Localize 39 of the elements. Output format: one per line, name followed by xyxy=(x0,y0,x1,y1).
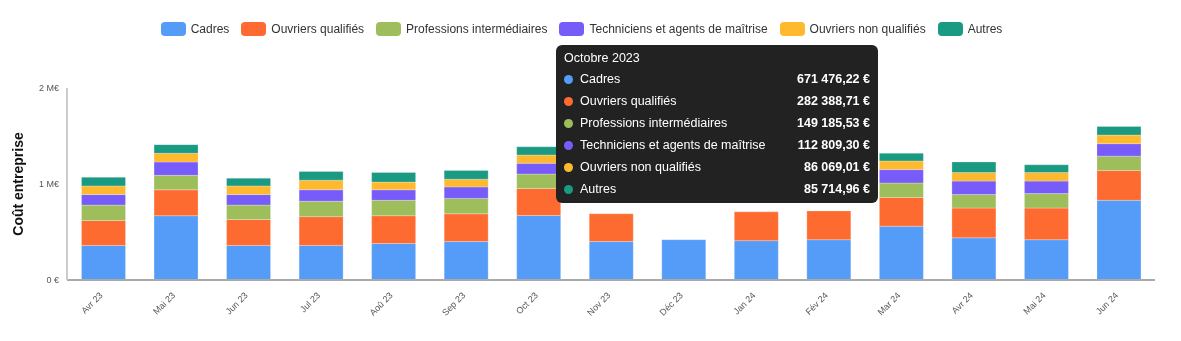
x-tick-label: Mar 24 xyxy=(875,290,903,318)
text: Autres xyxy=(967,22,1003,36)
x-tick-label: Sep 23 xyxy=(440,290,468,318)
legend-label: Techniciens et agents de maîtrise xyxy=(580,138,767,152)
x-tick-label: Avr 23 xyxy=(79,290,105,316)
x-tick-label: Mai 23 xyxy=(151,290,178,317)
x-tick-label: Aoû 23 xyxy=(367,290,395,318)
legend-label: Autres xyxy=(580,182,618,196)
legend-label: Ouvriers qualifiés xyxy=(580,94,678,108)
text: 671 476,22 € xyxy=(797,72,870,86)
x-tick-label: Mai 24 xyxy=(1021,290,1048,317)
annotation: 149 185,53 € xyxy=(797,116,870,130)
annotation: 282 388,71 € xyxy=(797,94,870,108)
x-tick-label: Fév 24 xyxy=(803,290,831,317)
x-tick-label: Jan 24 xyxy=(731,290,758,317)
legend-label: Ouvriers non qualifiés xyxy=(580,160,702,174)
text: Octobre 2023 xyxy=(564,50,641,67)
text: Techniciens et agents de maîtrise xyxy=(589,22,768,36)
x-tick-label: Avr 24 xyxy=(949,290,976,316)
text: Cadres xyxy=(190,22,230,36)
y-axis-title: Coût entreprise xyxy=(10,132,26,236)
y-tick-label: 0 € xyxy=(46,275,59,286)
legend-label: Professions intermédiaires xyxy=(580,116,729,130)
annotation: 85 714,96 € xyxy=(803,182,870,196)
x-tick-label: Jun 24 xyxy=(1093,290,1121,317)
y-tick-label: 1 M€ xyxy=(38,179,59,190)
x-tick-label: Nov 23 xyxy=(585,290,613,318)
x-tick-label: Jun 23 xyxy=(223,290,250,317)
x-tick-label: Oct 23 xyxy=(514,290,540,317)
text: Ouvriers non qualifiés xyxy=(809,22,926,36)
bar xyxy=(661,239,707,280)
text: Professions intermédiaires xyxy=(406,22,548,36)
text: Ouvriers qualifiés xyxy=(271,22,365,36)
legend-label: Cadres xyxy=(580,72,622,86)
x-tick-label: Déc 23 xyxy=(657,290,685,318)
annotation: 112 809,30 € xyxy=(797,138,870,152)
x-tick-label: Jul 23 xyxy=(298,290,323,315)
annotation: 86 069,01 € xyxy=(803,160,870,174)
y-tick-label: 2 M€ xyxy=(38,83,59,94)
